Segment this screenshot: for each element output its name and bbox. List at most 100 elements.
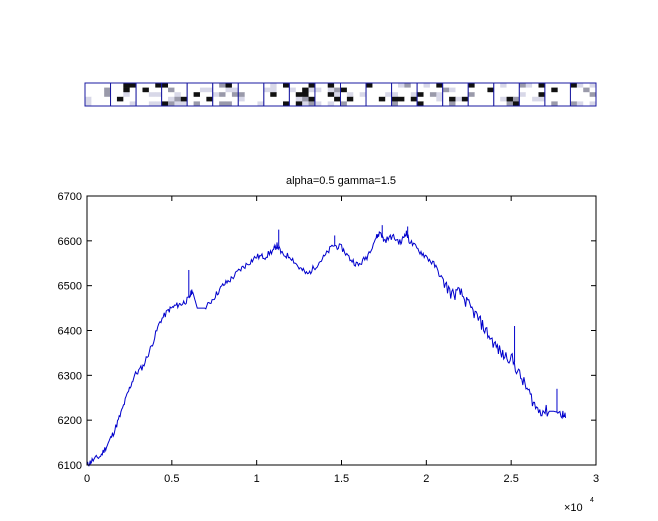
strip-pixel: [436, 87, 443, 93]
strip-pixel: [576, 87, 584, 93]
strip-pixel: [583, 87, 590, 93]
strip-pixel: [385, 101, 392, 107]
x-tick-label: 2.5: [504, 473, 519, 485]
strip-pixel: [576, 101, 584, 107]
strip-cell: [442, 82, 469, 107]
strip-pixel: [321, 92, 329, 98]
strip-pixel: [334, 92, 341, 98]
strip-pixel: [564, 101, 571, 107]
strip-cell: [493, 82, 520, 107]
strip-pixel: [257, 101, 265, 107]
strip-pixel: [436, 101, 443, 107]
x-multiplier-exponent: 4: [590, 497, 594, 504]
strip-pixel: [564, 87, 571, 93]
strip-pixel: [85, 96, 92, 102]
strip-pixel: [570, 92, 578, 98]
strip-pixel: [327, 83, 335, 88]
strip-pixel: [589, 92, 597, 98]
y-tick-label: 6200: [58, 415, 82, 427]
strip-pixel: [455, 87, 463, 93]
strip-pixel: [346, 101, 354, 107]
strip-pixel: [353, 83, 360, 88]
strip-pixel: [263, 101, 271, 107]
strip-pixel: [199, 92, 207, 98]
strip-pixel: [340, 101, 348, 107]
strip-cell: [186, 82, 214, 107]
strip-pixel: [270, 101, 277, 107]
strip-pixel: [174, 96, 182, 102]
strip-pixel: [397, 96, 405, 102]
strip-pixel: [404, 92, 412, 98]
strip-pixel: [525, 101, 533, 107]
strip-pixel: [340, 92, 348, 98]
strip-pixel: [570, 83, 578, 88]
strip-pixel: [359, 87, 367, 93]
strip-pixel: [187, 92, 194, 98]
strip-pixel: [180, 92, 188, 98]
strip-pixel: [353, 101, 360, 107]
strip-pixel: [532, 92, 539, 98]
strip-pixel: [455, 83, 463, 88]
strip-pixel: [231, 87, 239, 93]
strip-pixel: [474, 96, 482, 102]
x-tick-label: 1: [254, 473, 260, 485]
strip-pixel: [104, 92, 111, 98]
strip-pixel: [308, 101, 316, 107]
strip-pixel: [404, 87, 412, 93]
strip-pixel: [327, 96, 335, 102]
strip-pixel: [238, 101, 245, 107]
strip-pixel: [321, 83, 329, 88]
strip-pixel: [576, 92, 584, 98]
strip-pixel: [257, 83, 265, 88]
strip-pixel: [519, 87, 527, 93]
strip-pixel: [276, 92, 284, 98]
strip-pixel: [104, 87, 111, 93]
strip-pixel: [263, 87, 271, 93]
data-line-group: [86, 225, 566, 467]
strip-pixel: [219, 96, 226, 102]
strip-pixel: [225, 96, 233, 102]
strip-pixel: [481, 87, 488, 93]
strip-pixel: [474, 92, 482, 98]
strip-pixel: [199, 87, 207, 93]
strip-pixel: [129, 87, 137, 93]
strip-pixel: [455, 92, 463, 98]
strip-pixel: [436, 96, 443, 102]
strip-cell: [340, 82, 367, 107]
strip-pixel: [551, 101, 558, 107]
strip-pixel: [91, 92, 99, 98]
strip-pixel: [493, 96, 501, 102]
strip-pixel: [410, 96, 418, 102]
strip-pixel: [512, 96, 520, 102]
y-tick-label: 6500: [58, 281, 82, 293]
strip-pixel: [570, 96, 578, 102]
strip-pixel: [123, 92, 131, 98]
strip-pixel: [493, 92, 501, 98]
strip-pixel: [346, 87, 354, 93]
strip-pixel: [161, 83, 169, 88]
strip-pixel: [148, 87, 156, 93]
strip-pixel: [532, 83, 539, 88]
strip-pixel: [270, 83, 277, 88]
strip-pixel: [366, 83, 373, 88]
strip-pixel: [85, 92, 92, 98]
strip-pixel: [391, 83, 399, 88]
strip-pixel: [187, 83, 194, 88]
strip-pixel: [583, 83, 590, 88]
strip-pixel: [487, 96, 495, 102]
strip-pixel: [583, 92, 590, 98]
x-tick-label: 2: [423, 473, 429, 485]
strip-pixel: [391, 92, 399, 98]
strip-pixel: [487, 87, 495, 93]
strip-pixel: [557, 92, 565, 98]
strip-pixel: [116, 87, 124, 93]
strip-pixel: [161, 92, 169, 98]
strip-pixel: [148, 83, 156, 88]
strip-pixel: [97, 101, 105, 107]
strip-pixel: [372, 87, 380, 93]
strip-pixel: [417, 83, 424, 88]
strip-pixel: [455, 96, 463, 102]
strip-cell: [467, 82, 495, 107]
strip-pixel: [385, 92, 392, 98]
y-tick-label: 6600: [58, 236, 82, 248]
